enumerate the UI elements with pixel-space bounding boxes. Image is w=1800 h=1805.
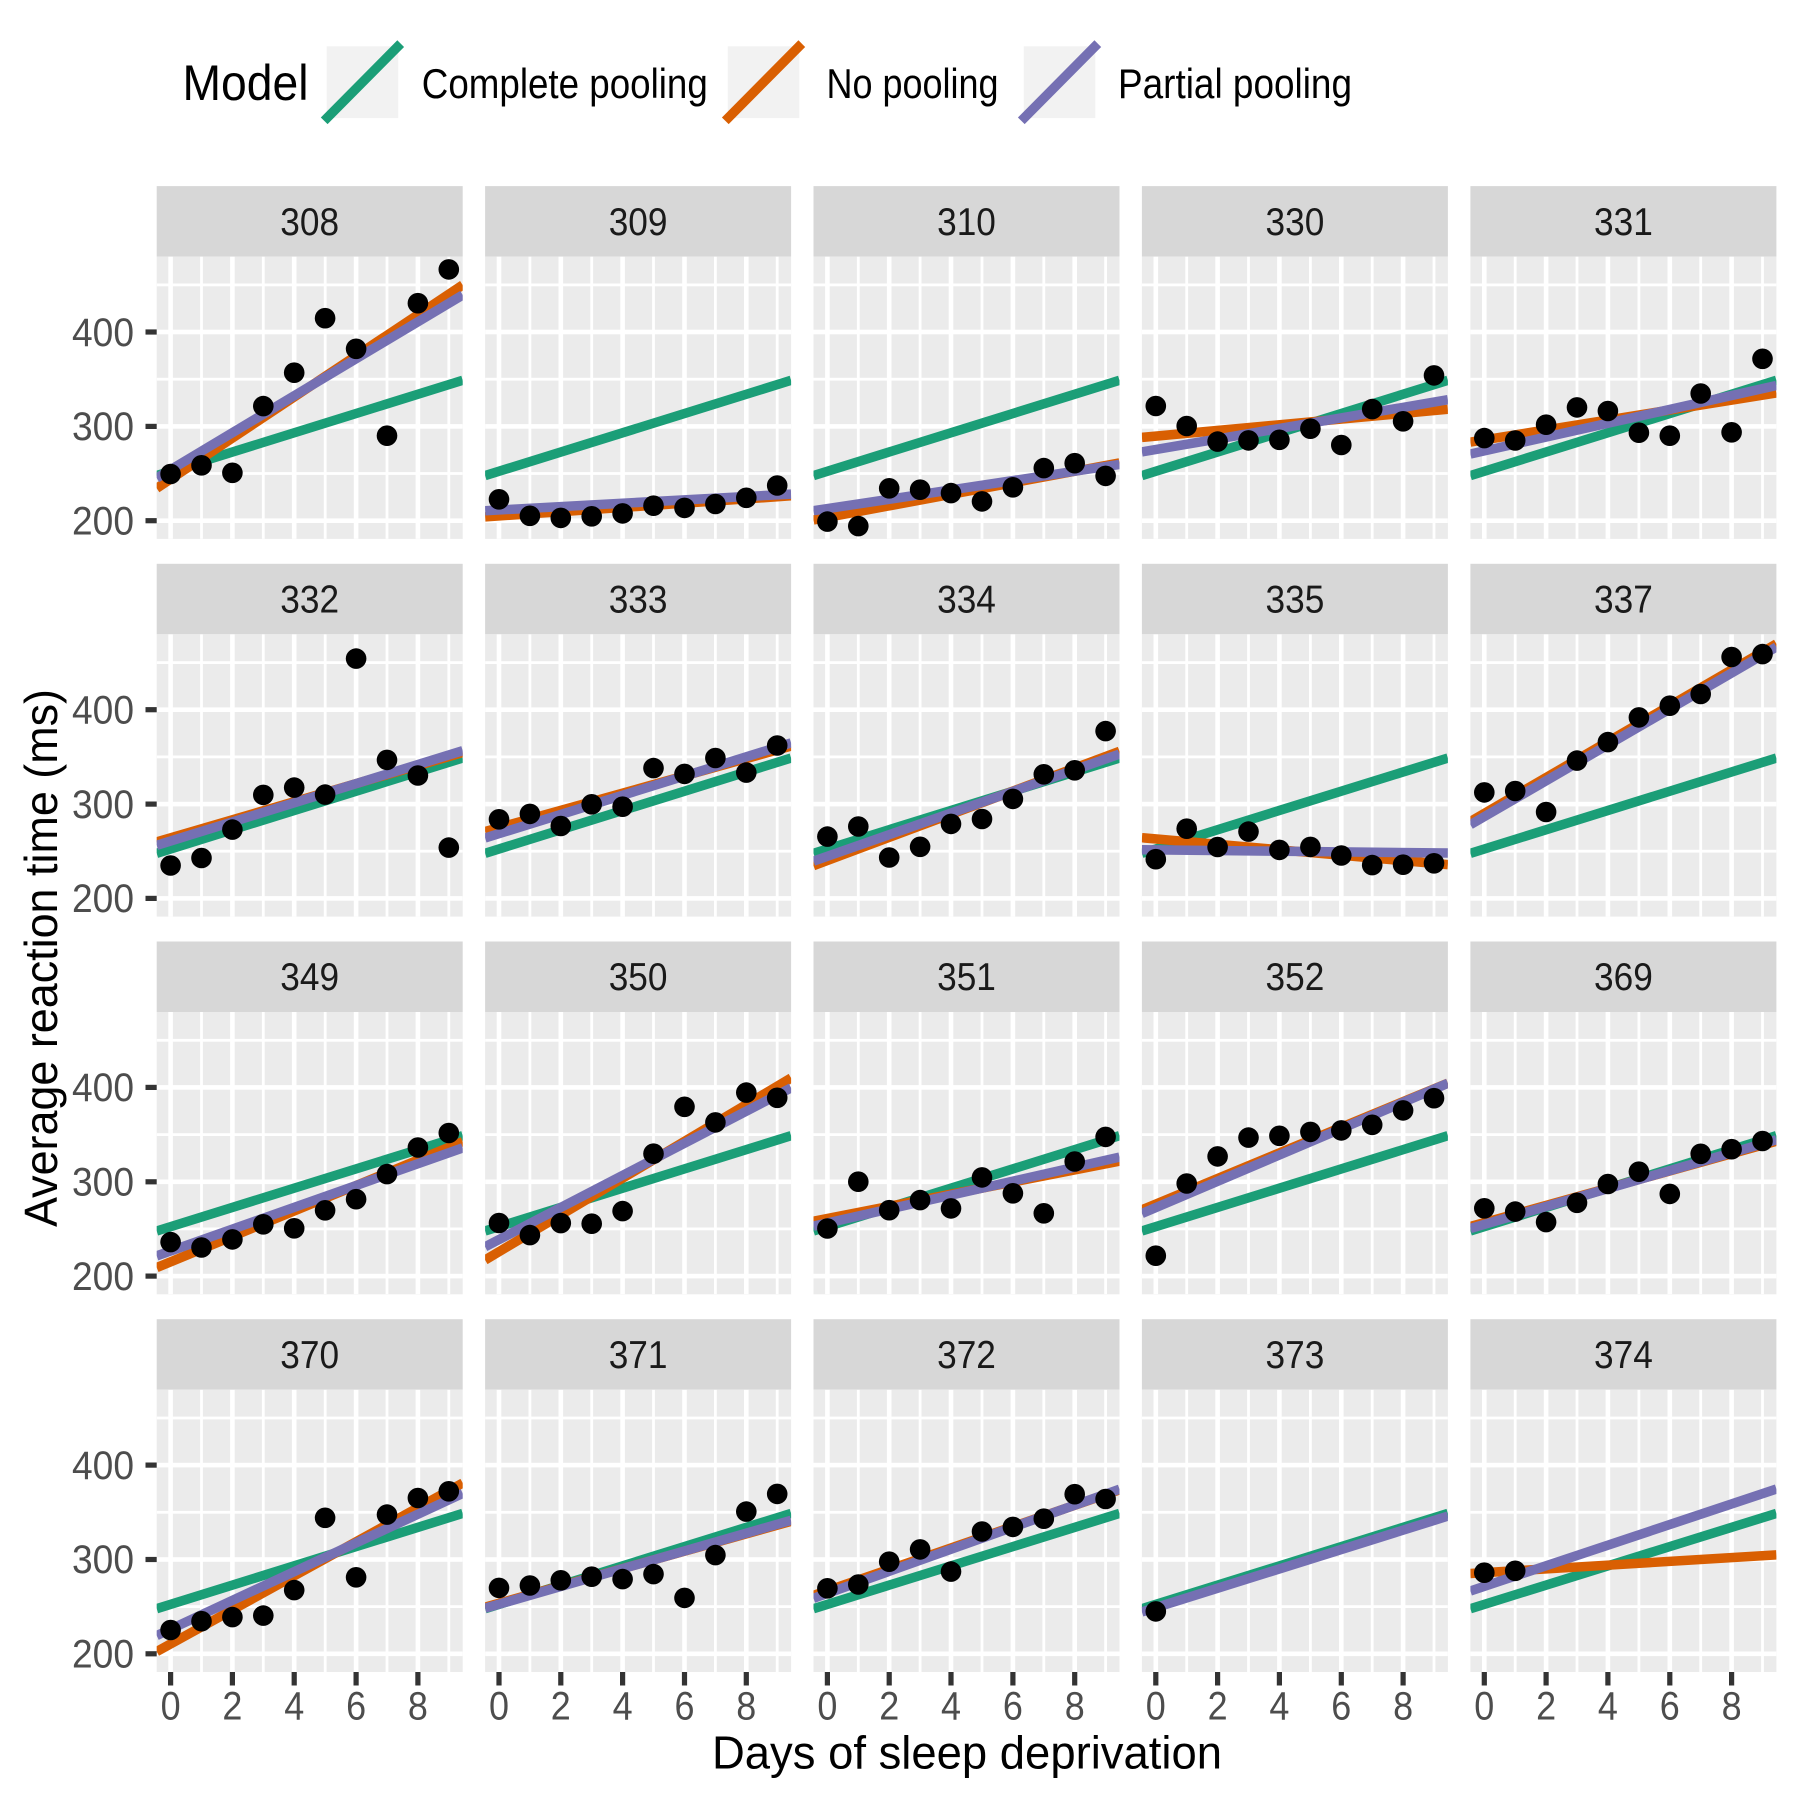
svg-text:350: 350 bbox=[609, 956, 668, 999]
svg-text:309: 309 bbox=[609, 201, 668, 244]
svg-text:0: 0 bbox=[817, 1684, 837, 1728]
svg-text:300: 300 bbox=[72, 405, 134, 449]
svg-text:0: 0 bbox=[161, 1684, 181, 1728]
svg-text:2: 2 bbox=[222, 1684, 242, 1728]
svg-text:371: 371 bbox=[609, 1334, 668, 1377]
svg-text:0: 0 bbox=[1474, 1684, 1494, 1728]
svg-text:6: 6 bbox=[1331, 1684, 1351, 1728]
svg-text:2: 2 bbox=[1536, 1684, 1556, 1728]
svg-text:334: 334 bbox=[937, 578, 996, 621]
svg-text:330: 330 bbox=[1266, 201, 1325, 244]
svg-text:335: 335 bbox=[1266, 578, 1325, 621]
svg-text:332: 332 bbox=[280, 578, 339, 621]
svg-text:2: 2 bbox=[1208, 1684, 1228, 1728]
svg-text:8: 8 bbox=[1065, 1684, 1085, 1728]
svg-text:6: 6 bbox=[1003, 1684, 1023, 1728]
svg-text:Model: Model bbox=[183, 55, 309, 111]
svg-text:300: 300 bbox=[72, 1538, 134, 1582]
svg-text:400: 400 bbox=[72, 689, 134, 733]
svg-text:0: 0 bbox=[1146, 1684, 1166, 1728]
svg-text:6: 6 bbox=[346, 1684, 366, 1728]
svg-text:308: 308 bbox=[280, 201, 339, 244]
svg-text:352: 352 bbox=[1266, 956, 1325, 999]
svg-text:6: 6 bbox=[1660, 1684, 1680, 1728]
svg-text:6: 6 bbox=[675, 1684, 695, 1728]
svg-text:2: 2 bbox=[551, 1684, 571, 1728]
svg-text:310: 310 bbox=[937, 201, 996, 244]
svg-text:374: 374 bbox=[1594, 1334, 1653, 1377]
svg-text:351: 351 bbox=[937, 956, 996, 999]
svg-text:300: 300 bbox=[72, 1161, 134, 1205]
svg-text:372: 372 bbox=[937, 1334, 996, 1377]
svg-text:337: 337 bbox=[1594, 578, 1653, 621]
svg-text:8: 8 bbox=[1722, 1684, 1742, 1728]
svg-text:4: 4 bbox=[1598, 1684, 1618, 1728]
svg-text:Average reaction time (ms): Average reaction time (ms) bbox=[15, 689, 67, 1227]
svg-text:0: 0 bbox=[489, 1684, 509, 1728]
svg-text:333: 333 bbox=[609, 578, 668, 621]
svg-text:373: 373 bbox=[1266, 1334, 1325, 1377]
svg-text:349: 349 bbox=[280, 956, 339, 999]
svg-text:Days of sleep deprivation: Days of sleep deprivation bbox=[712, 1727, 1222, 1779]
svg-text:No pooling: No pooling bbox=[827, 60, 999, 107]
svg-text:4: 4 bbox=[613, 1684, 633, 1728]
svg-text:300: 300 bbox=[72, 783, 134, 827]
svg-text:200: 200 bbox=[72, 877, 134, 921]
svg-text:370: 370 bbox=[280, 1334, 339, 1377]
svg-text:400: 400 bbox=[72, 1066, 134, 1110]
svg-text:Complete pooling: Complete pooling bbox=[422, 60, 708, 107]
svg-text:369: 369 bbox=[1594, 956, 1653, 999]
svg-text:200: 200 bbox=[72, 500, 134, 544]
svg-text:4: 4 bbox=[284, 1684, 304, 1728]
svg-text:200: 200 bbox=[72, 1633, 134, 1677]
svg-text:4: 4 bbox=[1269, 1684, 1289, 1728]
svg-text:8: 8 bbox=[408, 1684, 428, 1728]
svg-text:4: 4 bbox=[941, 1684, 961, 1728]
svg-text:200: 200 bbox=[72, 1255, 134, 1299]
svg-text:2: 2 bbox=[879, 1684, 899, 1728]
svg-text:8: 8 bbox=[1393, 1684, 1413, 1728]
svg-text:8: 8 bbox=[736, 1684, 756, 1728]
svg-text:400: 400 bbox=[72, 1444, 134, 1488]
svg-text:Partial pooling: Partial pooling bbox=[1118, 60, 1352, 107]
svg-text:331: 331 bbox=[1594, 201, 1653, 244]
svg-text:400: 400 bbox=[72, 311, 134, 355]
